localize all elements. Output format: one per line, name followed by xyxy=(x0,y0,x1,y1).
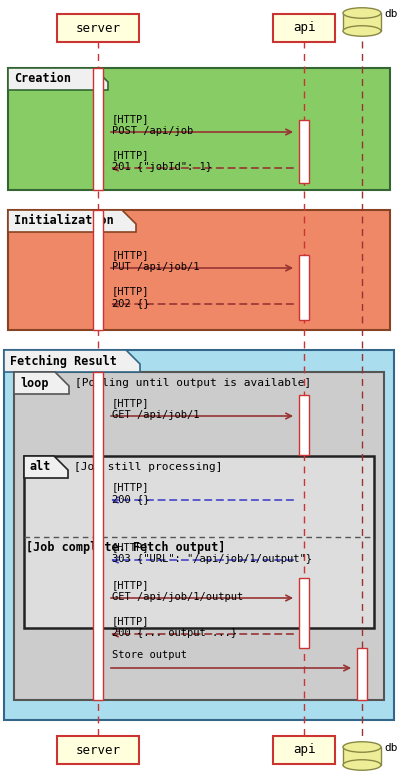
FancyBboxPatch shape xyxy=(273,14,335,42)
Bar xyxy=(299,255,309,320)
Text: alt: alt xyxy=(30,461,51,473)
Text: db: db xyxy=(384,9,398,19)
FancyBboxPatch shape xyxy=(273,736,335,764)
Ellipse shape xyxy=(343,760,381,770)
Text: [HTTP]: [HTTP] xyxy=(112,542,150,552)
Bar xyxy=(8,210,390,330)
Text: [HTTP]: [HTTP] xyxy=(112,114,150,124)
Bar xyxy=(299,395,309,455)
FancyBboxPatch shape xyxy=(343,13,381,31)
Ellipse shape xyxy=(343,742,381,752)
Text: 303 {"URL": "/api/job/1/output"}: 303 {"URL": "/api/job/1/output"} xyxy=(112,554,312,564)
Text: 201 {"jobId": 1}: 201 {"jobId": 1} xyxy=(112,162,212,172)
Bar xyxy=(299,120,309,183)
Text: server: server xyxy=(76,744,121,756)
FancyBboxPatch shape xyxy=(57,14,139,42)
Text: PUT /api/job/1: PUT /api/job/1 xyxy=(112,262,199,272)
Text: [HTTP]: [HTTP] xyxy=(112,616,150,626)
Bar xyxy=(24,456,374,628)
Bar xyxy=(14,372,384,700)
Polygon shape xyxy=(8,68,108,90)
Text: GET /api/job/1: GET /api/job/1 xyxy=(112,410,199,420)
Text: [Polling until output is available]: [Polling until output is available] xyxy=(75,378,311,388)
Ellipse shape xyxy=(343,8,381,18)
Text: Initialization: Initialization xyxy=(14,214,114,228)
Text: [HTTP]: [HTTP] xyxy=(112,250,150,260)
Ellipse shape xyxy=(343,26,381,36)
Polygon shape xyxy=(14,372,69,394)
Text: Creation: Creation xyxy=(14,73,71,85)
Polygon shape xyxy=(24,456,68,478)
Text: [HTTP]: [HTTP] xyxy=(112,482,150,492)
FancyBboxPatch shape xyxy=(57,736,139,764)
Text: api: api xyxy=(293,21,315,34)
Text: server: server xyxy=(76,21,121,34)
FancyBboxPatch shape xyxy=(343,747,381,765)
Polygon shape xyxy=(4,350,140,372)
Text: 200 {}: 200 {} xyxy=(112,494,150,504)
Text: Fetching Result: Fetching Result xyxy=(10,354,117,368)
Text: GET /api/job/1/output: GET /api/job/1/output xyxy=(112,592,243,602)
Bar xyxy=(93,372,103,700)
Bar xyxy=(299,578,309,648)
Text: db: db xyxy=(384,743,398,753)
Text: [HTTP]: [HTTP] xyxy=(112,150,150,160)
Bar xyxy=(93,68,103,190)
Bar xyxy=(4,350,394,720)
Text: POST /api/job: POST /api/job xyxy=(112,126,193,136)
Bar xyxy=(93,210,103,330)
Text: [HTTP]: [HTTP] xyxy=(112,580,150,590)
Text: [Job complete. Fetch output]: [Job complete. Fetch output] xyxy=(26,541,226,554)
Text: [HTTP]: [HTTP] xyxy=(112,398,150,408)
Polygon shape xyxy=(8,210,136,232)
Text: [Job still processing]: [Job still processing] xyxy=(74,462,222,472)
Text: Store output: Store output xyxy=(112,650,187,660)
Text: 202 {}: 202 {} xyxy=(112,298,150,308)
Text: api: api xyxy=(293,744,315,756)
Text: 200 {... output ...}: 200 {... output ...} xyxy=(112,628,237,638)
Bar xyxy=(357,648,367,700)
Text: [HTTP]: [HTTP] xyxy=(112,286,150,296)
Text: loop: loop xyxy=(20,376,49,389)
Bar xyxy=(8,68,390,190)
